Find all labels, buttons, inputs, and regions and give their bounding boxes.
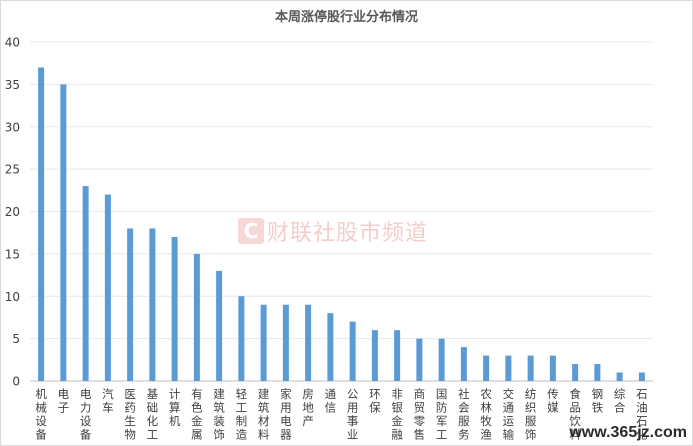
bar [505,355,512,381]
chart-title: 本周涨停股行业分布情况 [274,10,418,25]
x-tick-label: 计算机 [169,387,181,428]
y-tick-label: 25 [5,163,20,177]
x-tick-label: 建筑材料 [258,387,270,442]
y-tick-label: 10 [5,290,20,304]
y-tick-label: 20 [5,205,20,219]
x-tick-label: 石油石化 [636,387,648,442]
bar [171,236,178,381]
x-tick-label: 综合 [614,387,626,415]
bar [38,67,45,382]
bar [416,338,423,381]
x-tick-label: 传媒 [547,387,559,415]
x-tick-label: 食品饮料 [569,387,581,442]
x-tick-label: 医药生物 [124,387,136,442]
x-tick-label: 基础化工 [147,387,159,442]
bar [193,253,200,381]
x-tick-label: 电力设备 [80,387,92,442]
bar [438,338,445,381]
site-watermark: www.365jz.com [569,424,687,441]
x-tick-label: 钢铁 [592,387,604,415]
bar [371,330,378,381]
x-tick-label: 轻工制造 [236,387,248,442]
bar [82,186,89,381]
y-tick-label: 35 [5,78,20,92]
y-tick-label: 5 [12,332,20,346]
y-tick-label: 30 [5,120,20,134]
x-tick-label: 公用事业 [347,387,359,442]
x-tick-label: 汽车 [102,387,114,415]
bar [282,304,289,381]
bar [460,347,467,381]
bar [483,355,490,381]
x-tick-label: 农林牧渔 [480,387,492,442]
bar [638,372,645,381]
x-tick-label: 商贸零售 [414,387,426,442]
x-tick-label: 有色金属 [191,387,203,442]
x-tick-label: 通信 [325,387,337,415]
x-tick-label: 社会服务 [458,387,470,442]
x-tick-label: 电子 [58,387,70,415]
x-tick-label: 机械设备 [35,387,47,442]
y-tick-label: 40 [5,36,20,50]
bar [216,270,223,381]
bar [594,364,601,381]
bar [149,228,156,381]
y-tick-label: 0 [12,375,20,389]
x-tick-label: 非银金融 [391,387,403,442]
bar [349,321,356,381]
y-tick-label: 15 [5,247,20,261]
x-tick-label: 国防军工 [436,387,448,442]
x-tick-label: 房地产 [302,387,314,428]
bar [549,355,556,381]
x-tick-label: 纺织服饰 [525,387,537,442]
x-tick-label: 家用电器 [280,387,292,442]
bar [127,228,134,381]
bar [327,313,334,381]
bar [616,372,623,381]
bar [260,304,267,381]
bar [527,355,534,381]
bar [394,330,401,381]
x-tick-label: 建筑装饰 [213,387,225,442]
bar [238,296,245,381]
x-tick-label: 交通运输 [503,387,515,442]
bar [572,364,579,381]
x-tick-label: 环保 [369,387,381,415]
bar [60,84,67,381]
bar [104,194,111,381]
bar [305,304,312,381]
